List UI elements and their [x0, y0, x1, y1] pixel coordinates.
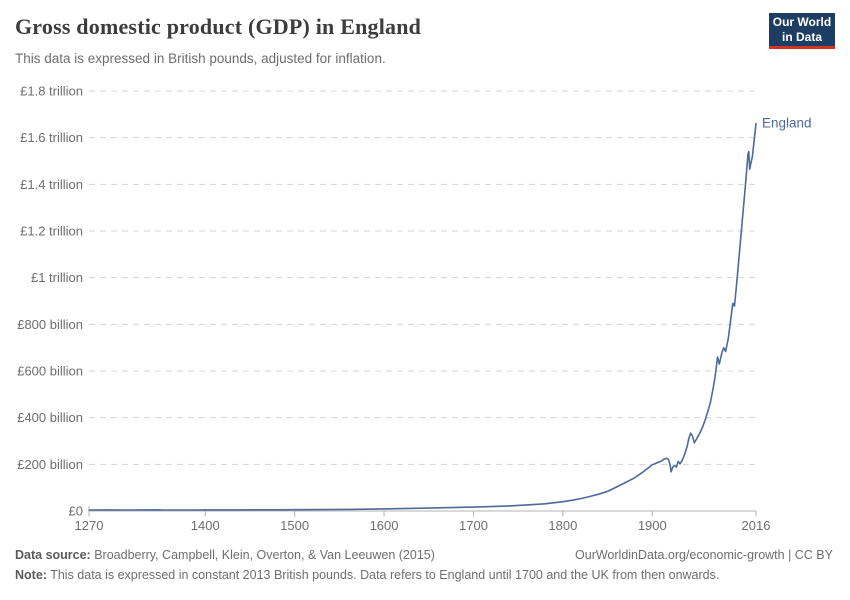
footer-note: Note: This data is expressed in constant…: [15, 568, 720, 582]
owid-logo[interactable]: Our World in Data: [769, 13, 835, 49]
series-end-label: England: [762, 116, 812, 131]
chart-footer: Data source: Broadberry, Campbell, Klein…: [15, 545, 833, 585]
y-tick-label: £800 billion: [17, 317, 83, 332]
y-tick-label: £1.6 trillion: [20, 130, 83, 145]
owid-logo-line1: Our World: [772, 14, 832, 29]
footer-row-source: Data source: Broadberry, Campbell, Klein…: [15, 545, 833, 565]
x-tick-label: 1600: [370, 518, 399, 533]
y-tick-label: £600 billion: [17, 364, 83, 379]
x-tick-label: 1900: [638, 518, 667, 533]
y-tick-label: £1.2 trillion: [20, 224, 83, 239]
x-tick-label: 2016: [742, 518, 771, 533]
note-label: Note:: [15, 568, 47, 582]
y-tick-label: £0: [69, 504, 83, 519]
y-tick-label: £1 trillion: [31, 270, 83, 285]
x-tick-label: 1500: [280, 518, 309, 533]
x-tick-label: 1400: [191, 518, 220, 533]
y-tick-label: £200 billion: [17, 457, 83, 472]
y-tick-label: £400 billion: [17, 410, 83, 425]
x-tick-label: 1800: [548, 518, 577, 533]
x-tick-label: 1270: [75, 518, 104, 533]
data-source-label: Data source:: [15, 548, 91, 562]
y-tick-label: £1.4 trillion: [20, 177, 83, 192]
x-tick-label: 1700: [459, 518, 488, 533]
owid-logo-line2: in Data: [781, 29, 822, 44]
y-tick-label: £1.8 trillion: [20, 84, 83, 99]
england-line: [88, 122, 757, 511]
owid-link[interactable]: OurWorldinData.org/economic-growth | CC …: [575, 548, 833, 562]
data-source-text: Data source: Broadberry, Campbell, Klein…: [15, 548, 435, 562]
chart-subtitle: This data is expressed in British pounds…: [15, 51, 386, 66]
page-title: Gross domestic product (GDP) in England: [15, 14, 422, 39]
